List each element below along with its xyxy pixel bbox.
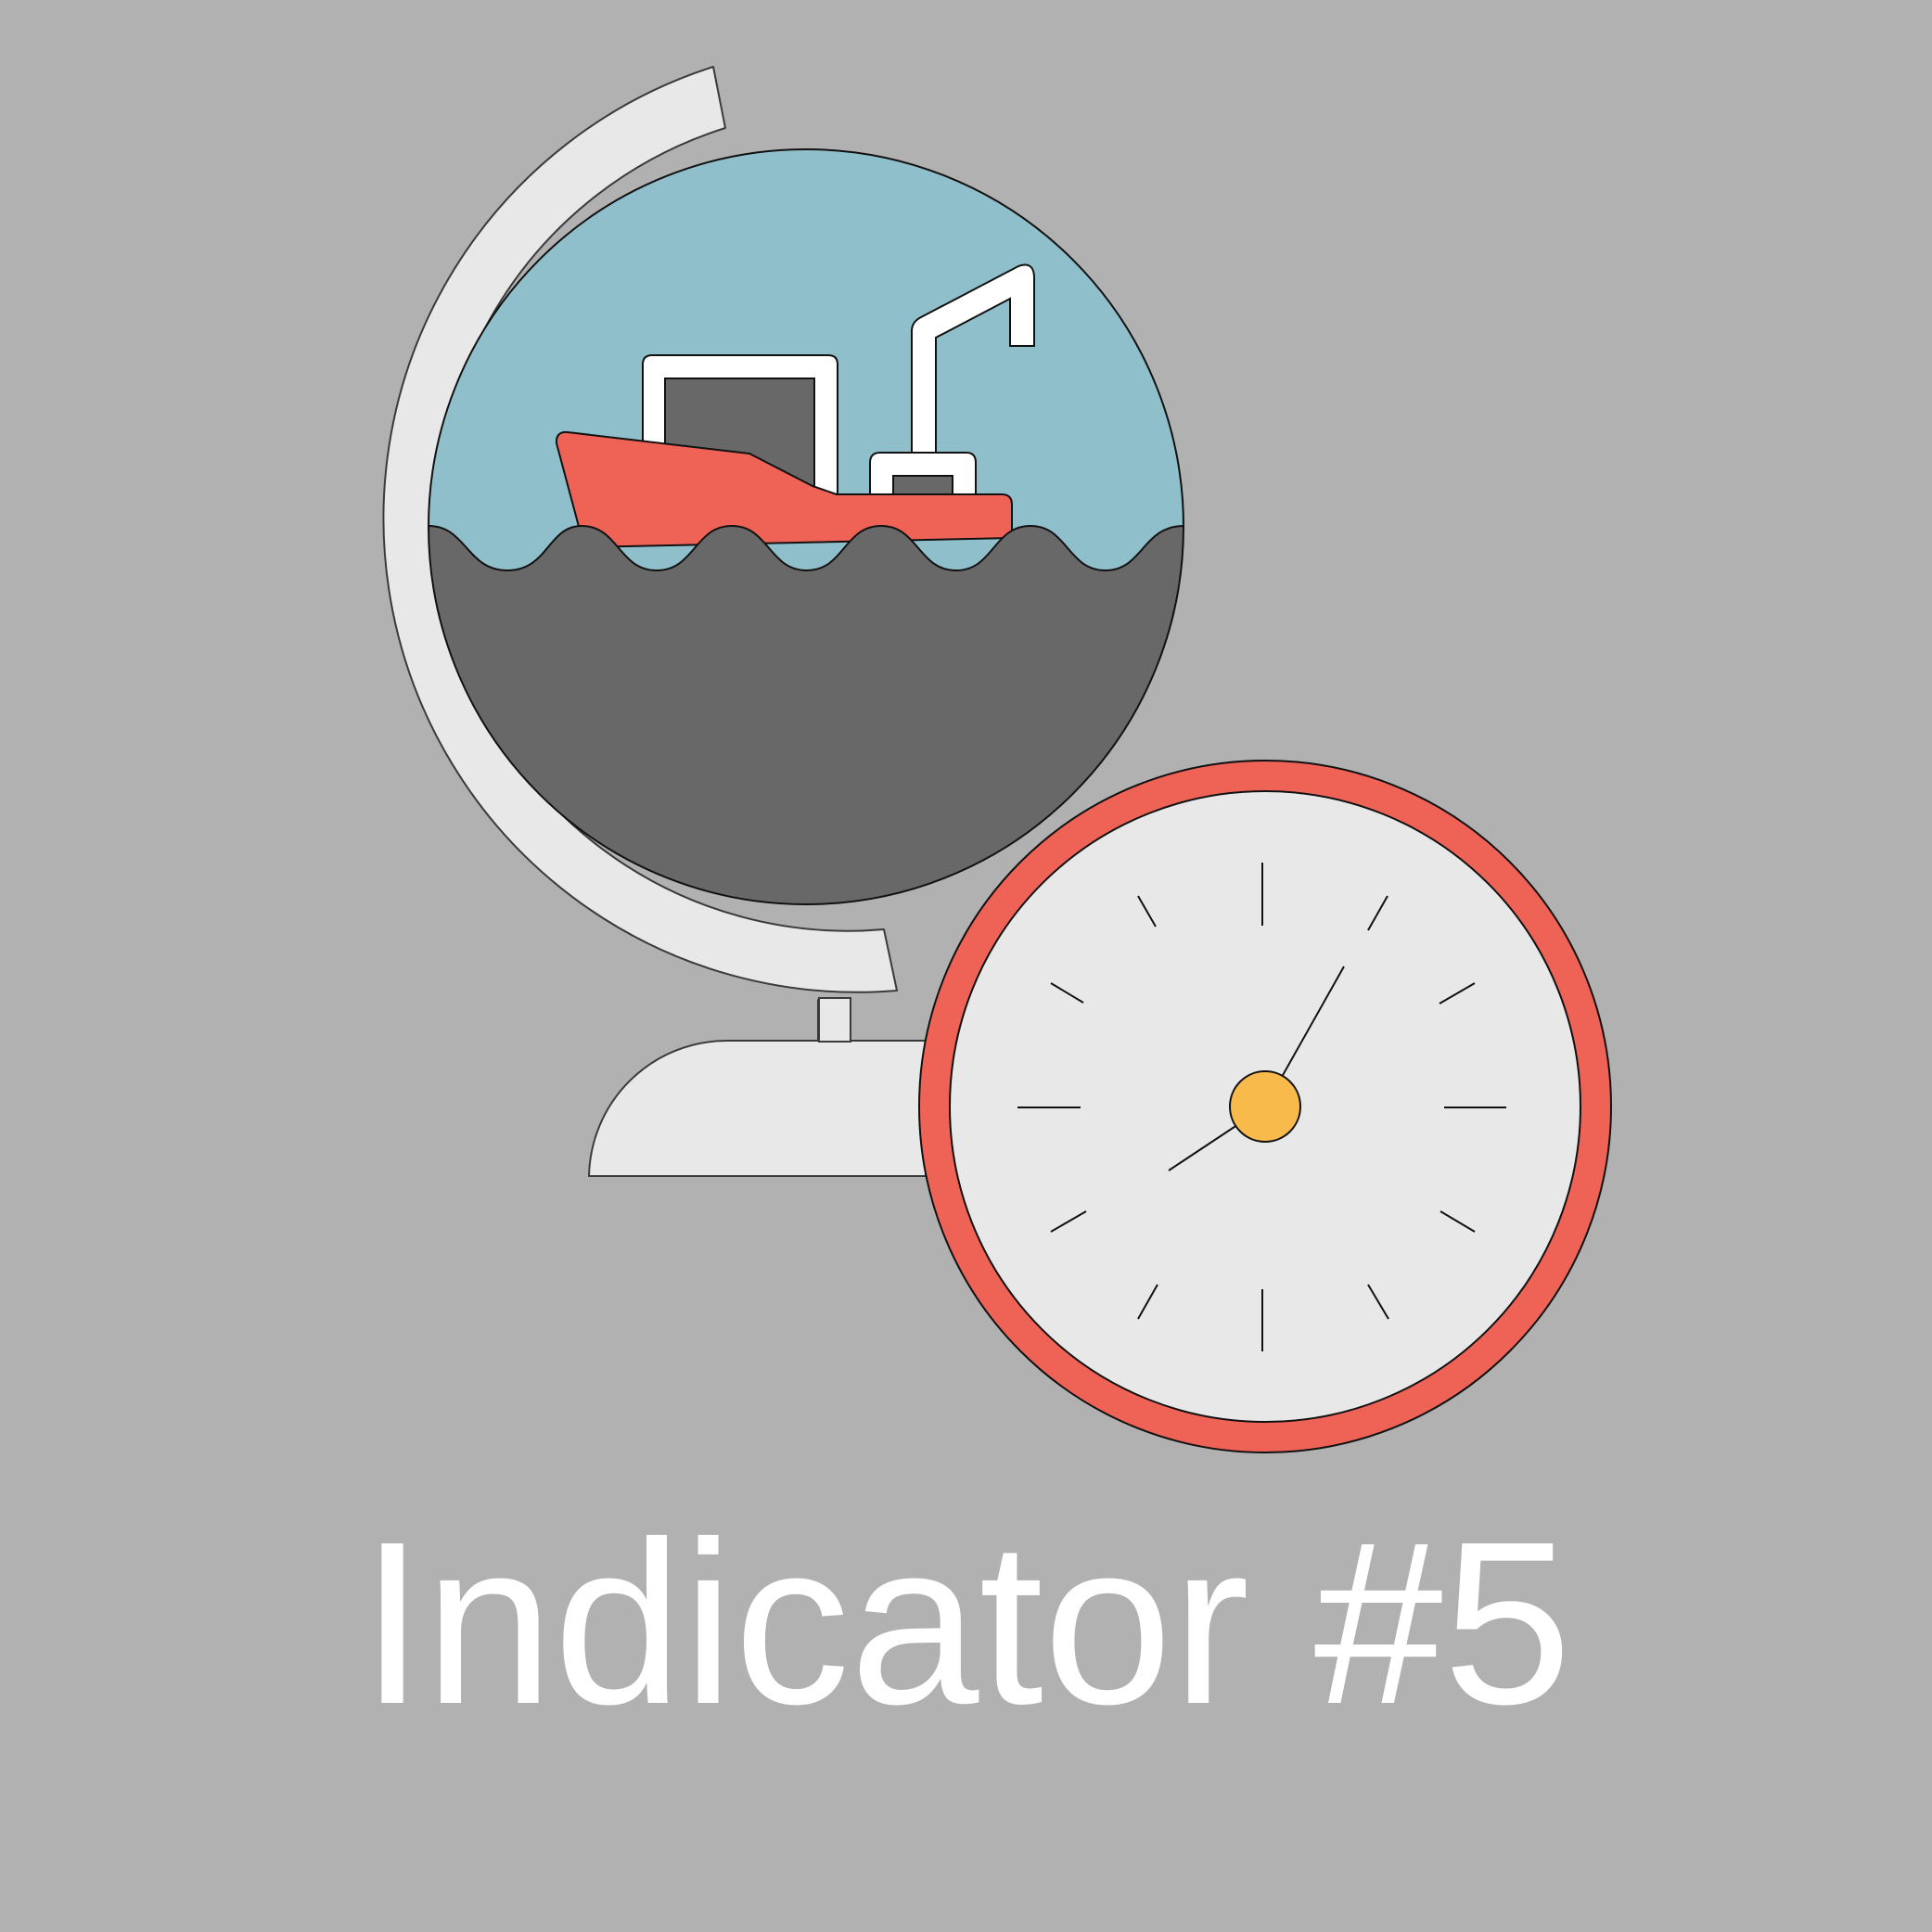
globe-sea	[429, 524, 1184, 904]
ship-crane	[911, 263, 1035, 506]
clock-tick-4	[1439, 1210, 1476, 1233]
clock-tick-8	[1050, 1210, 1087, 1233]
globe-stand-base	[588, 999, 927, 1177]
clock-tick-1	[1367, 895, 1388, 931]
ship-hull	[555, 430, 1013, 548]
clock-tick-5	[1367, 1284, 1389, 1320]
globe-stand-neck	[818, 997, 851, 1043]
clock-tick-10	[1050, 982, 1084, 1004]
clock-center-pin	[1229, 1070, 1301, 1143]
clock-ticks	[1017, 863, 1506, 1351]
globe-outline	[428, 148, 1184, 905]
clock-icon	[918, 760, 1612, 1453]
ship-icon	[555, 263, 1035, 548]
clock-tick-2	[1439, 982, 1476, 1004]
globe-icon	[382, 66, 1184, 1177]
clock-tick-11	[1137, 895, 1157, 928]
page-title: Indicator #5	[360, 1493, 1572, 1752]
clock-tick-7	[1137, 1284, 1158, 1320]
